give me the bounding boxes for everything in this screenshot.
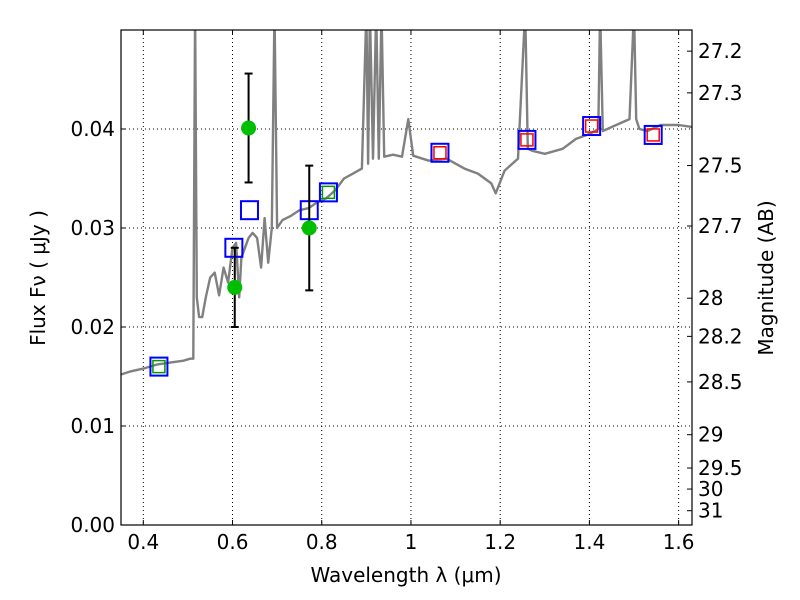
x-tick-label: 1.6 — [663, 530, 695, 554]
mag-tick-label: 29.5 — [698, 456, 743, 480]
red-square-marker — [646, 128, 660, 142]
green-circle-marker — [241, 120, 257, 136]
blue-square-marker — [149, 356, 169, 377]
y-tick-label: 0.01 — [70, 414, 115, 438]
plot-area — [121, 30, 692, 377]
mag-tick-label: 28.2 — [698, 324, 743, 348]
x-tick-label: 0.8 — [306, 530, 338, 554]
green-circle-marker — [227, 279, 243, 295]
green-square-marker — [152, 359, 166, 374]
x-tick-label: 1 — [405, 530, 418, 554]
mag-tick-label: 27.7 — [698, 214, 743, 238]
plot-frame — [120, 29, 693, 526]
mag-tick-label: 27.2 — [698, 39, 743, 63]
x-tick-label: 1.4 — [573, 530, 605, 554]
x-tick-label: 0.6 — [217, 530, 249, 554]
mag-tick-label: 27.5 — [698, 154, 743, 178]
x-tick-label: 1.2 — [484, 530, 516, 554]
y-tick-label: 0.03 — [70, 216, 115, 240]
blue-square-marker — [582, 116, 602, 137]
y-tick-label: 0.04 — [70, 117, 115, 141]
x-axis-label: Wavelength λ (μm) — [310, 563, 501, 587]
x-tick-label: 0.4 — [127, 530, 159, 554]
y-tick-label: 0.00 — [70, 513, 115, 537]
red-square-marker — [433, 146, 447, 160]
blue-square-marker — [643, 124, 663, 145]
red-square-marker — [584, 119, 599, 133]
mag-tick-label: 30 — [698, 477, 723, 501]
blue-square-marker — [318, 182, 338, 203]
mag-tick-label: 27.3 — [698, 81, 743, 105]
y2-axis-label: Magnitude (AB) — [754, 200, 778, 355]
mag-tick-label: 28 — [698, 286, 723, 310]
spectrum-line — [121, 30, 692, 376]
axes: 0.4 0.6 0.8 1 1.2 1.4 1.6 0.00 0.01 0.02 0.03 0.04 2… — [70, 30, 743, 554]
mag-tick-label: 28.5 — [698, 370, 743, 394]
blue-square-marker — [430, 142, 450, 163]
mag-tick-label: 31 — [698, 499, 723, 523]
y-tick-label: 0.02 — [70, 315, 115, 339]
mag-tick-label: 29 — [698, 423, 723, 447]
green-square-marker — [321, 185, 336, 200]
blue-square-marker — [239, 200, 259, 221]
grid — [121, 30, 692, 525]
green-circle-marker — [301, 220, 317, 236]
blue-square-marker — [517, 129, 537, 150]
red-square-marker — [520, 133, 534, 147]
y-axis-label: Flux Fν ( μJy ) — [26, 210, 50, 346]
